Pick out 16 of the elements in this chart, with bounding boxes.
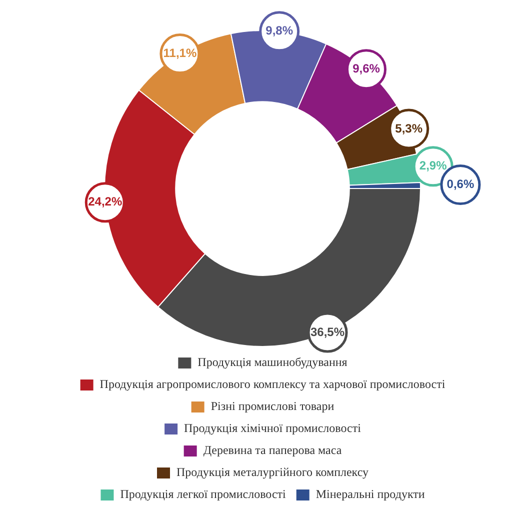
data-label: 36,5% xyxy=(310,324,345,339)
legend-label: Різні промислові товари xyxy=(210,399,335,414)
data-label: 9,8% xyxy=(266,24,294,38)
legend-label: Продукція металургійного комплексу xyxy=(176,465,369,480)
legend-label: Продукція хімічної промисловості xyxy=(184,421,362,436)
legend-label: Продукція легкої промисловості xyxy=(120,487,287,502)
legend-label: Мінеральні продукти xyxy=(316,487,426,502)
legend-label: Продукція машинобудування xyxy=(198,355,348,370)
data-label: 0,6% xyxy=(446,177,474,192)
data-label: 24,2% xyxy=(88,194,122,209)
legend-label: Деревина та паперова маса xyxy=(203,443,342,458)
data-label: 2,9% xyxy=(419,158,448,173)
data-label: 9,6% xyxy=(352,62,380,76)
data-label: 5,3% xyxy=(395,121,423,136)
legend-label: Продукція агропромислового комплексу та харчової промисловості xyxy=(100,377,446,392)
data-label: 11,1% xyxy=(163,46,197,60)
